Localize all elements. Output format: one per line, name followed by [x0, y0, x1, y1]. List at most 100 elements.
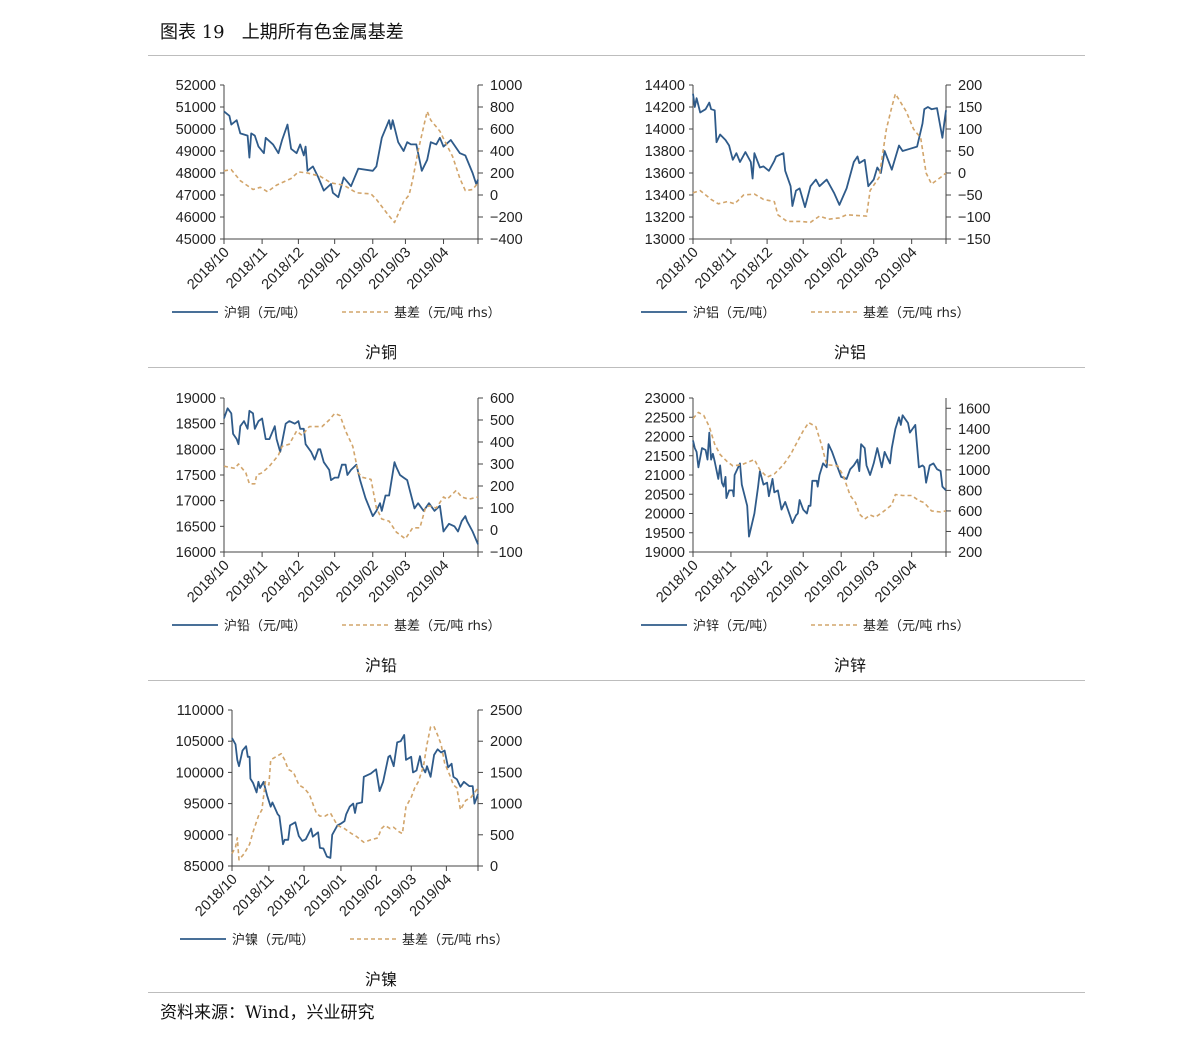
- y2-tick-label: 200: [958, 545, 982, 561]
- y2-tick-label: 1000: [490, 797, 522, 813]
- legend-basis-label: 基差（元/吨 rhs）: [863, 619, 970, 634]
- y2-tick-label: 150: [958, 100, 982, 116]
- y-tick-label: 13000: [645, 232, 685, 248]
- legend-price-label: 沪铅（元/吨）: [224, 618, 306, 634]
- y-tick-label: 19000: [176, 391, 216, 407]
- y2-tick-label: 100: [490, 501, 514, 517]
- source-note: 资料来源：Wind，兴业研究: [160, 1003, 375, 1023]
- y2-tick-label: 800: [958, 483, 982, 499]
- y-tick-label: 52000: [176, 78, 216, 94]
- x-tick-label: 2018/10: [653, 245, 701, 293]
- y2-tick-label: 2500: [490, 703, 522, 719]
- y2-tick-label: 800: [490, 100, 514, 116]
- legend-price-label: 沪镍（元/吨）: [232, 932, 314, 948]
- y2-tick-label: 1400: [958, 422, 990, 438]
- y-tick-label: 16500: [176, 519, 216, 535]
- legend-price-label: 沪铝（元/吨）: [693, 305, 775, 321]
- x-tick-label: 2019/04: [872, 558, 920, 606]
- y2-tick-label: 50: [958, 144, 974, 160]
- y-tick-label: 50000: [176, 122, 216, 138]
- chart-4: 85000 90000 95000 100000 105000 110000 0 500 100…: [176, 703, 523, 989]
- y-tick-label: 18500: [176, 417, 216, 433]
- y-tick-label: 20500: [645, 487, 685, 503]
- divider: [148, 680, 1085, 681]
- y-tick-label: 16000: [176, 545, 216, 561]
- y-tick-label: 110000: [177, 703, 224, 719]
- y-tick-label: 13200: [645, 210, 685, 226]
- x-tick-label: 2019/04: [872, 245, 920, 293]
- y-tick-label: 100000: [176, 765, 224, 781]
- y-tick-label: 95000: [184, 797, 224, 813]
- basis-line: [223, 110, 479, 224]
- price-line: [223, 110, 479, 199]
- chart-caption: 沪锌: [834, 656, 866, 675]
- y-tick-label: 46000: [176, 210, 216, 226]
- y-tick-label: 51000: [176, 100, 216, 116]
- legend-price-label: 沪锌（元/吨）: [693, 618, 775, 634]
- y2-tick-label: 2000: [490, 734, 522, 750]
- y-tick-label: 19000: [645, 545, 685, 561]
- chart-3: 19000 19500 20000 20500 21000 21500 22000 22500…: [641, 391, 990, 675]
- y-tick-label: 14200: [645, 100, 685, 116]
- price-line: [223, 407, 479, 545]
- y2-tick-label: 1200: [958, 442, 990, 458]
- x-tick-label: 2019/04: [404, 558, 452, 606]
- y2-tick-label: −50: [958, 188, 983, 204]
- y-tick-label: 13400: [645, 188, 685, 204]
- y2-tick-label: 0: [490, 188, 498, 204]
- y2-tick-label: 1000: [958, 463, 990, 479]
- y-tick-label: 23000: [645, 391, 685, 407]
- chart-caption: 沪铅: [365, 656, 397, 675]
- y-tick-label: 21000: [645, 468, 685, 484]
- y2-tick-label: 0: [490, 859, 498, 875]
- y2-tick-label: −150: [958, 232, 991, 248]
- divider: [148, 55, 1085, 56]
- y2-tick-label: 200: [490, 479, 514, 495]
- y-tick-label: 14400: [645, 78, 685, 94]
- y2-tick-label: 400: [490, 435, 514, 451]
- legend-basis-label: 基差（元/吨 rhs）: [394, 306, 501, 321]
- y2-tick-label: 200: [958, 78, 982, 94]
- basis-line: [231, 726, 479, 861]
- y2-tick-label: 600: [490, 122, 514, 138]
- y-tick-label: 13800: [645, 144, 685, 160]
- y2-tick-label: 1500: [490, 765, 522, 781]
- y-tick-label: 105000: [176, 734, 224, 750]
- y2-tick-label: 200: [490, 166, 514, 182]
- y-tick-label: 47000: [176, 188, 216, 204]
- basis-line: [692, 93, 947, 224]
- basis-line: [692, 411, 947, 520]
- y2-tick-label: −400: [490, 232, 523, 248]
- legend-price-label: 沪铜（元/吨）: [224, 305, 306, 321]
- y-tick-label: 18000: [176, 442, 216, 458]
- y2-tick-label: 300: [490, 457, 514, 473]
- figure-title: 图表 19 上期所有色金属基差: [160, 22, 404, 43]
- price-line: [692, 414, 947, 538]
- legend-basis-label: 基差（元/吨 rhs）: [394, 619, 501, 634]
- legend-basis-label: 基差（元/吨 rhs）: [402, 933, 509, 948]
- y-tick-label: 17500: [176, 468, 216, 484]
- y2-tick-label: 600: [958, 504, 982, 520]
- y-tick-label: 22500: [645, 410, 685, 426]
- divider: [148, 992, 1085, 993]
- divider: [148, 367, 1085, 368]
- legend-basis-label: 基差（元/吨 rhs）: [863, 306, 970, 321]
- basis-line: [223, 412, 479, 540]
- chart-caption: 沪铝: [834, 343, 866, 362]
- chart-1: 13000 13200 13400 13600 13800 14000 14200 14400…: [641, 78, 991, 362]
- y2-tick-label: 0: [958, 166, 966, 182]
- y-tick-label: 90000: [184, 828, 224, 844]
- y2-tick-label: −200: [490, 210, 523, 226]
- y2-tick-label: −100: [958, 210, 991, 226]
- y2-tick-label: 600: [490, 391, 514, 407]
- y-tick-label: 14000: [645, 122, 685, 138]
- price-line: [231, 734, 479, 859]
- y2-tick-label: 100: [958, 122, 982, 138]
- y-tick-label: 21500: [645, 449, 685, 465]
- y2-tick-label: 1000: [490, 78, 522, 94]
- chart-0: 45000 46000 47000 48000 49000 50000 51000 52000…: [172, 78, 523, 362]
- chart-2: 16000 16500 17000 17500 18000 18500 19000 −100 0…: [172, 391, 523, 675]
- y-tick-label: 48000: [176, 166, 216, 182]
- x-tick-label: 2018/10: [653, 558, 701, 606]
